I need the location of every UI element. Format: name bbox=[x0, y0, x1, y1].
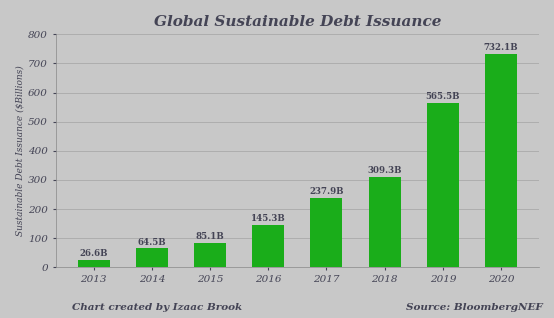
Text: 565.5B: 565.5B bbox=[425, 92, 460, 101]
Text: 26.6B: 26.6B bbox=[79, 249, 108, 258]
Title: Global Sustainable Debt Issuance: Global Sustainable Debt Issuance bbox=[153, 15, 441, 29]
Bar bbox=[78, 259, 110, 267]
Bar bbox=[194, 243, 226, 267]
Text: 237.9B: 237.9B bbox=[309, 187, 343, 196]
Text: Chart created by Izaac Brook: Chart created by Izaac Brook bbox=[72, 303, 242, 312]
Bar bbox=[310, 198, 342, 267]
Text: 732.1B: 732.1B bbox=[484, 43, 519, 52]
Text: 145.3B: 145.3B bbox=[251, 214, 286, 223]
Bar bbox=[427, 103, 459, 267]
Text: 309.3B: 309.3B bbox=[367, 166, 402, 176]
Text: 85.1B: 85.1B bbox=[196, 232, 224, 241]
Text: 64.5B: 64.5B bbox=[137, 238, 166, 247]
Y-axis label: Sustainable Debt Issuance ($Billions): Sustainable Debt Issuance ($Billions) bbox=[15, 66, 24, 236]
Bar bbox=[368, 177, 401, 267]
Bar bbox=[252, 225, 284, 267]
Text: Source: BloombergNEF: Source: BloombergNEF bbox=[406, 303, 543, 312]
Bar bbox=[136, 248, 168, 267]
Bar bbox=[485, 54, 517, 267]
